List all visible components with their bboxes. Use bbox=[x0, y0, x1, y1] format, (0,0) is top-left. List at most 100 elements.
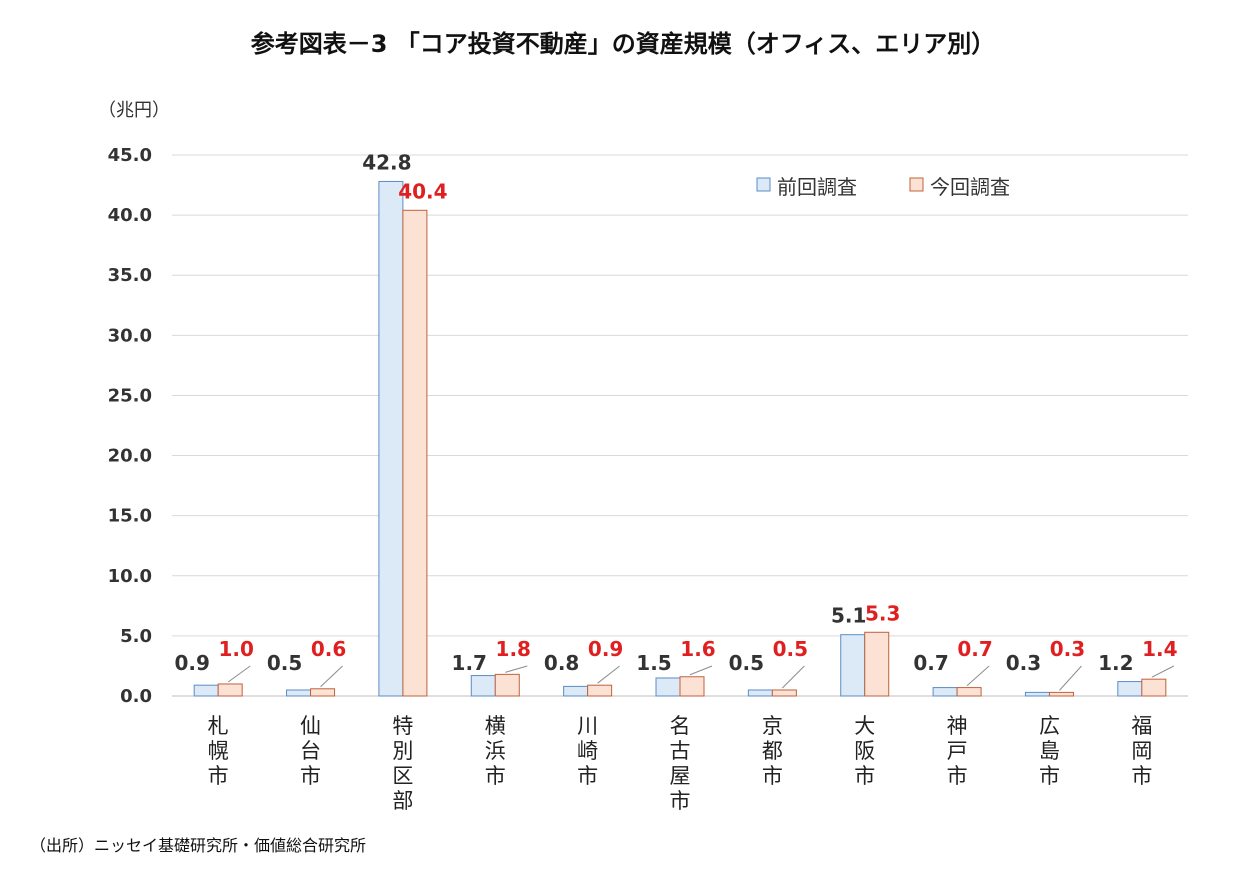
data-label-previous: 1.2 bbox=[1098, 651, 1133, 675]
leader-line bbox=[1059, 665, 1082, 691]
data-label-current: 0.9 bbox=[588, 637, 623, 661]
data-label-current: 1.8 bbox=[496, 637, 531, 661]
bar-current bbox=[956, 687, 982, 697]
x-tick-label: 特 bbox=[392, 714, 413, 738]
x-tick-label: 広 bbox=[1039, 714, 1060, 738]
data-label-previous: 0.7 bbox=[913, 651, 948, 675]
y-tick-label: 5.0 bbox=[120, 626, 152, 647]
x-tick-label: 阪 bbox=[854, 739, 875, 763]
data-label-current: 0.5 bbox=[773, 637, 808, 661]
x-tick-label: 都 bbox=[762, 739, 783, 763]
x-tick-label: 別 bbox=[392, 739, 413, 763]
y-tick-label: 45.0 bbox=[108, 145, 152, 166]
y-axis-label: （兆円） bbox=[98, 100, 170, 121]
data-label-previous: 0.5 bbox=[729, 651, 764, 675]
x-tick-label: 市 bbox=[1039, 764, 1060, 788]
bar-previous bbox=[840, 634, 866, 697]
leader-line bbox=[782, 665, 805, 689]
leader-line bbox=[1151, 665, 1175, 678]
bar-current bbox=[1141, 678, 1167, 697]
y-tick-label: 40.0 bbox=[108, 205, 152, 226]
bar-previous bbox=[747, 689, 773, 697]
gridlines bbox=[172, 154, 1188, 697]
bar-current bbox=[310, 688, 336, 697]
x-tick-label: 名 bbox=[670, 714, 691, 738]
y-tick-label: 25.0 bbox=[108, 385, 152, 406]
x-tick-label: 横 bbox=[485, 714, 506, 738]
leader-lines bbox=[227, 665, 1175, 691]
legend: 前回調査 今回調査 bbox=[756, 175, 1010, 199]
legend-swatch-previous bbox=[756, 177, 771, 192]
y-axis-ticks: 45.0 40.0 35.0 30.0 25.0 20.0 15.0 10.0 5.0 0.0 bbox=[108, 145, 152, 707]
data-label-current: 0.7 bbox=[957, 637, 992, 661]
y-tick-label: 0.0 bbox=[120, 686, 152, 707]
bar-current bbox=[1048, 691, 1074, 697]
bar-current bbox=[217, 683, 243, 697]
x-tick-label: 戸 bbox=[947, 739, 968, 763]
x-tick-label: 市 bbox=[485, 764, 506, 788]
leader-line bbox=[689, 665, 713, 676]
legend-label-current: 今回調査 bbox=[930, 175, 1010, 199]
data-labels: 0.9 1.0 0.5 0.6 42.8 40.4 1.7 1.8 0.8 0.9 1.5 1.6 0.… bbox=[174, 150, 1177, 675]
x-tick-label: 仙 bbox=[300, 714, 321, 738]
bar-current bbox=[864, 631, 890, 697]
data-label-previous: 1.7 bbox=[452, 651, 487, 675]
data-label-current: 40.4 bbox=[398, 179, 447, 203]
leader-line bbox=[320, 665, 343, 688]
x-tick-label: 幌 bbox=[208, 739, 229, 763]
bar-current bbox=[494, 673, 520, 697]
data-label-current: 5.3 bbox=[865, 601, 900, 625]
x-tick-label: 市 bbox=[208, 764, 229, 788]
bar-current bbox=[679, 676, 705, 697]
x-tick-label: 札 bbox=[208, 714, 229, 738]
legend-label-previous: 前回調査 bbox=[777, 175, 857, 199]
data-label-previous: 42.8 bbox=[362, 150, 411, 174]
x-tick-label: 浜 bbox=[485, 739, 506, 763]
bar-previous bbox=[563, 685, 589, 697]
data-label-current: 0.6 bbox=[311, 637, 346, 661]
x-tick-label: 川 bbox=[577, 714, 598, 738]
data-label-previous: 5.1 bbox=[831, 604, 866, 628]
x-tick-label: 市 bbox=[577, 764, 598, 788]
y-tick-label: 20.0 bbox=[108, 446, 152, 467]
leader-line bbox=[597, 665, 620, 684]
x-tick-label: 大 bbox=[854, 714, 875, 738]
y-tick-label: 30.0 bbox=[108, 325, 152, 346]
bar-previous bbox=[1117, 681, 1143, 697]
bar-previous bbox=[378, 180, 404, 697]
leader-line bbox=[966, 665, 990, 686]
bar-previous bbox=[1024, 691, 1050, 697]
x-tick-label: 市 bbox=[762, 764, 783, 788]
bar-previous bbox=[932, 687, 958, 697]
data-label-current: 0.3 bbox=[1050, 637, 1085, 661]
x-tick-label: 台 bbox=[300, 739, 321, 763]
x-tick-label: 岡 bbox=[1131, 739, 1152, 763]
y-tick-label: 10.0 bbox=[108, 566, 152, 587]
bar-current bbox=[587, 684, 613, 697]
legend-swatch-current bbox=[909, 177, 924, 192]
bar-previous bbox=[193, 684, 219, 697]
data-label-current: 1.4 bbox=[1142, 637, 1177, 661]
data-label-previous: 1.5 bbox=[636, 651, 671, 675]
x-tick-label: 市 bbox=[300, 764, 321, 788]
x-tick-label: 神 bbox=[947, 714, 968, 738]
leader-line bbox=[505, 665, 528, 673]
x-tick-label: 崎 bbox=[577, 739, 598, 763]
x-tick-label: 区 bbox=[392, 764, 413, 788]
x-tick-label: 市 bbox=[854, 764, 875, 788]
data-label-previous: 0.3 bbox=[1006, 651, 1041, 675]
bar-current bbox=[771, 689, 797, 697]
x-tick-label: 京 bbox=[762, 714, 783, 738]
bar-previous bbox=[286, 689, 312, 697]
chart-title: 参考図表－3 「コア投資不動産」の資産規模（オフィス、エリア別） bbox=[250, 30, 996, 58]
bars bbox=[193, 180, 1167, 697]
x-tick-label: 福 bbox=[1131, 714, 1152, 738]
x-tick-label: 島 bbox=[1039, 739, 1060, 763]
x-tick-label: 市 bbox=[947, 764, 968, 788]
y-tick-label: 35.0 bbox=[108, 265, 152, 286]
bar-previous bbox=[470, 675, 496, 697]
bar-previous bbox=[655, 677, 681, 697]
x-tick-label: 部 bbox=[392, 789, 413, 813]
